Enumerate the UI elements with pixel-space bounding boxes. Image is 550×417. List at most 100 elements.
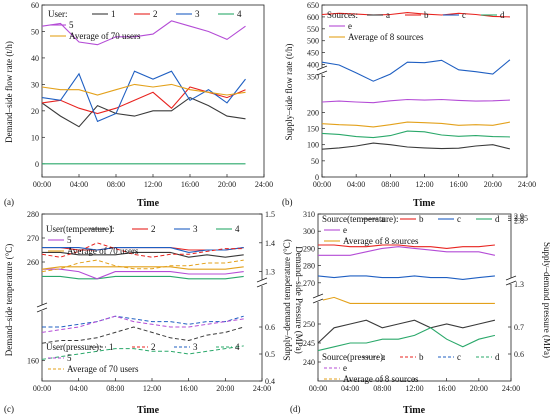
panel-a-y-ticks: 0 10 20 30 40 50 60 bbox=[31, 1, 45, 169]
x-tick-label: 04:00 bbox=[70, 180, 88, 189]
y-tick-label: 40 bbox=[31, 54, 39, 63]
legend-label-5: 5 bbox=[69, 20, 74, 30]
panel-b-axis-break bbox=[316, 65, 328, 76]
series-line-1 bbox=[42, 251, 244, 258]
x-tick-label: 16:00 bbox=[180, 384, 198, 393]
y-tick-label: 150 bbox=[307, 125, 319, 134]
legend-label-b: b bbox=[424, 10, 429, 20]
series-line-5 bbox=[42, 268, 244, 280]
x-tick-label: 00:00 bbox=[33, 384, 51, 393]
panel-b-x-label: Time bbox=[413, 198, 436, 209]
y-tick-label: 0 bbox=[35, 160, 39, 169]
panel-d-y-label: Supply–demand temperature (°C) bbox=[282, 239, 292, 361]
series-line-e bbox=[322, 98, 510, 104]
y-tick-label: 250 bbox=[303, 320, 315, 329]
y-tick-label: 280 bbox=[303, 262, 315, 271]
y-tick-label: 270 bbox=[27, 234, 39, 243]
legend-label-4: 4 bbox=[235, 342, 240, 352]
panel-b-y-ticks: 0 50 100 150 200 350 400 450 500 550 600 650 bbox=[307, 1, 325, 182]
legend-label-5: 5 bbox=[67, 235, 72, 245]
legend-label-Average of 70 users: Average of 70 users bbox=[67, 246, 139, 256]
y-tick-label: 50 bbox=[311, 157, 319, 166]
y-tick-label: 240 bbox=[303, 358, 315, 367]
series-line-c bbox=[322, 59, 511, 82]
series-line-d bbox=[322, 130, 510, 139]
y-tick-label: 30 bbox=[31, 80, 39, 89]
y-tick-label: 20 bbox=[31, 107, 39, 116]
y-tick-label: 10 bbox=[31, 133, 39, 142]
legend-label-1: 1 bbox=[109, 342, 114, 352]
panel-c-axis-break bbox=[36, 277, 268, 313]
series-line-b bbox=[318, 244, 495, 249]
series-line-Average of 70 users bbox=[42, 266, 244, 270]
panel-c-x-label: Time bbox=[137, 405, 160, 416]
series-line-3 bbox=[42, 70, 246, 123]
x-tick-label: 00:00 bbox=[309, 384, 327, 393]
y-tick-label: 200 bbox=[307, 108, 319, 117]
legend-title: User(temperature): bbox=[46, 224, 114, 234]
panel-b-tag: (b) bbox=[282, 197, 293, 207]
legend-label-Average of 8 sources: Average of 8 sources bbox=[343, 374, 419, 384]
x-tick-label: 20:00 bbox=[218, 180, 236, 189]
panel-a-y-label: Demand–side flow rate (t/h) bbox=[4, 41, 14, 143]
y-tick-label-right: 0.5 bbox=[265, 350, 275, 359]
legend-label-1: 1 bbox=[109, 224, 114, 234]
y-tick-label: 50 bbox=[31, 27, 39, 36]
y-tick-label: 245 bbox=[303, 339, 315, 348]
panel-b-series bbox=[322, 12, 511, 150]
y-tick-label: 280 bbox=[27, 210, 39, 219]
legend-label-c: c bbox=[457, 214, 461, 224]
y-tick-label-right: 2.9 bbox=[514, 212, 524, 221]
y-tick-label: 450 bbox=[307, 49, 319, 58]
y-tick-label: 300 bbox=[303, 227, 315, 236]
y-tick-label: 160 bbox=[27, 357, 39, 366]
panel-d-y-label-right: Supply–demand pressure (MPa) bbox=[542, 242, 550, 358]
series-line-a bbox=[318, 319, 496, 344]
legend-title: User(pressure): bbox=[46, 342, 101, 352]
y-tick-label: 100 bbox=[307, 141, 319, 150]
panel-c-y-ticks: 160 260 270 280 0.4 0.5 0.6 1.3 1.4 1.5 bbox=[27, 210, 275, 386]
panel-a: 0 10 20 30 40 50 60 00:00 04:00 08:00 12:00 16:00 2… bbox=[4, 1, 273, 209]
panel-b-frame bbox=[321, 4, 528, 178]
series-line-3 bbox=[42, 247, 244, 253]
x-tick-label: 04:00 bbox=[70, 384, 88, 393]
x-tick-label: 24:00 bbox=[502, 384, 520, 393]
pressure-line-4 bbox=[42, 345, 244, 360]
panel-c-x-ticks: 00:00 04:00 08:00 12:00 16:00 20:00 24:00 bbox=[33, 378, 271, 393]
series-line-a bbox=[322, 142, 511, 150]
panel-d-axis-break bbox=[312, 275, 517, 304]
x-tick-label: 12:00 bbox=[415, 180, 433, 189]
series-line-Average of 8 sources bbox=[318, 296, 495, 304]
x-tick-label: 00:00 bbox=[313, 180, 331, 189]
panel-d-series bbox=[318, 244, 496, 352]
panel-a-x-label: Time bbox=[137, 198, 160, 209]
pressure-line-Average of 70 users bbox=[42, 259, 244, 273]
x-tick-label: 08:00 bbox=[106, 384, 124, 393]
legend-label-c: c bbox=[462, 10, 466, 20]
x-tick-label: 24:00 bbox=[255, 180, 273, 189]
x-tick-label: 08:00 bbox=[373, 384, 391, 393]
pressure-line-3 bbox=[42, 315, 244, 328]
y-tick-label: 0 bbox=[315, 173, 319, 182]
y-tick-label: 350 bbox=[307, 72, 319, 81]
pressure-line-2 bbox=[42, 242, 244, 258]
legend-label-3: 3 bbox=[193, 224, 198, 234]
pressure-line-5 bbox=[42, 315, 244, 333]
y-tick-label-right: 0.4 bbox=[265, 377, 275, 386]
legend-label-Average of 8 sources: Average of 8 sources bbox=[343, 236, 419, 246]
x-tick-label: 04:00 bbox=[341, 384, 359, 393]
legend-label-2: 2 bbox=[153, 9, 158, 19]
legend-label-c: c bbox=[457, 352, 461, 362]
legend-label-2: 2 bbox=[151, 342, 156, 352]
legend-label-b: b bbox=[419, 214, 424, 224]
x-tick-label: 16:00 bbox=[450, 180, 468, 189]
series-line-Average of 8 sources bbox=[322, 121, 511, 128]
y-tick-label: 290 bbox=[303, 244, 315, 253]
legend-title: Sources: bbox=[327, 10, 358, 20]
legend-label-d: d bbox=[495, 214, 500, 224]
